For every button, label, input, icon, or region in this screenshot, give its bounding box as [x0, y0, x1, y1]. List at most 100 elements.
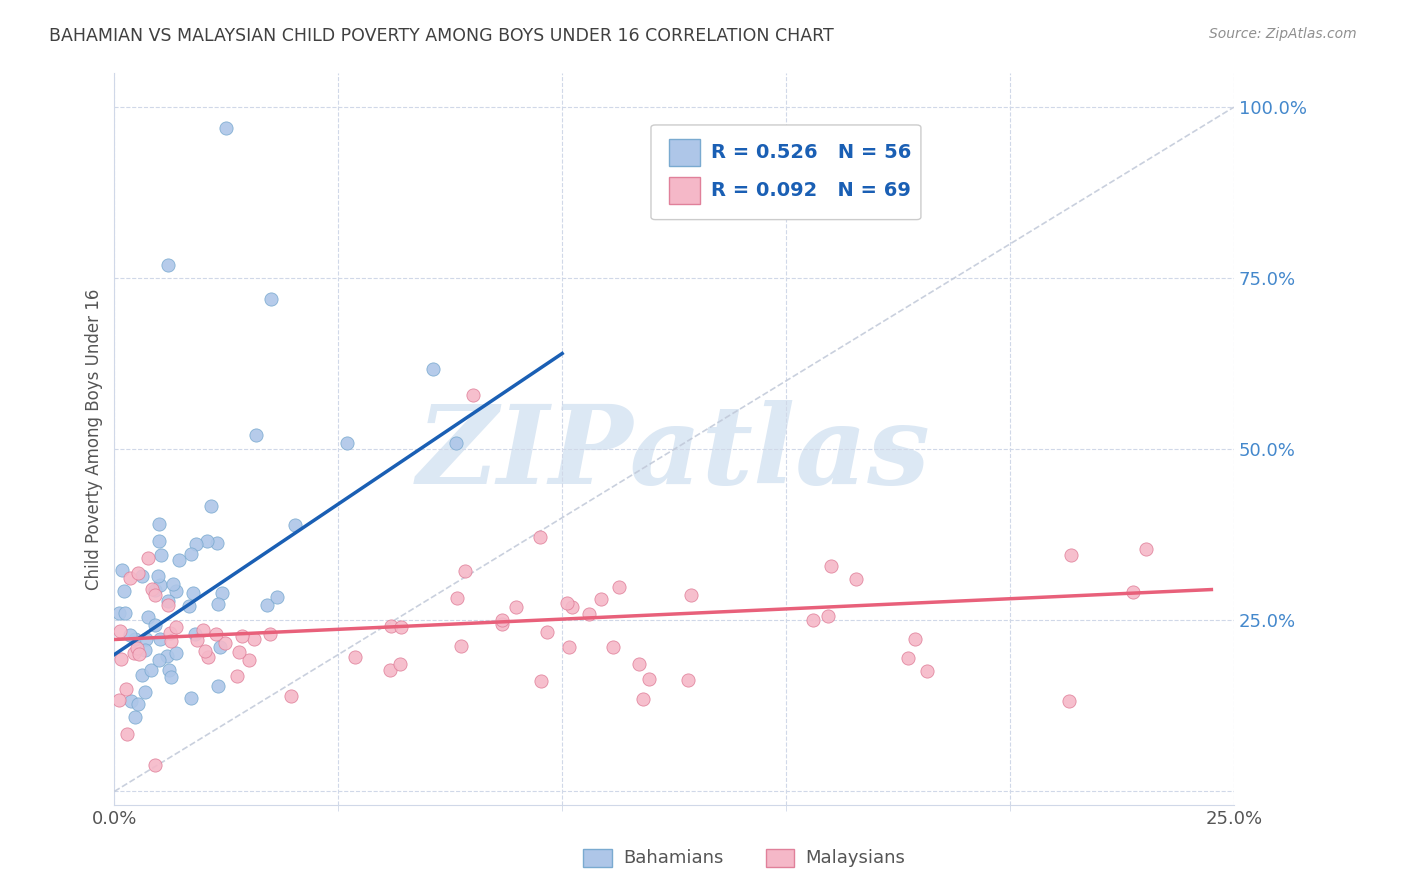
Text: Source: ZipAtlas.com: Source: ZipAtlas.com — [1209, 27, 1357, 41]
Point — [191, 623, 214, 637]
Point — [602, 640, 624, 654]
Point — [141, 582, 163, 596]
Point — [897, 651, 920, 665]
Y-axis label: Child Poverty Among Boys Under 16: Child Poverty Among Boys Under 16 — [86, 288, 103, 590]
Point — [112, 584, 135, 599]
Point — [149, 578, 172, 592]
Point — [536, 624, 558, 639]
Point — [207, 679, 229, 693]
Point — [120, 694, 142, 708]
Point — [231, 629, 253, 643]
Point — [1135, 542, 1157, 557]
Point — [165, 584, 187, 599]
Point — [159, 671, 181, 685]
Point — [681, 587, 703, 601]
Point — [111, 563, 134, 577]
Point — [389, 620, 412, 634]
Point — [638, 672, 661, 686]
Point — [678, 673, 700, 687]
Point — [181, 586, 204, 600]
Point — [461, 387, 484, 401]
Point — [148, 652, 170, 666]
Point — [110, 652, 132, 666]
Point — [128, 647, 150, 661]
Point — [148, 533, 170, 548]
Point — [284, 518, 307, 533]
Point — [160, 633, 183, 648]
Point — [454, 564, 477, 578]
Point — [243, 632, 266, 646]
Point — [238, 652, 260, 666]
Point — [135, 632, 157, 647]
Text: BAHAMIAN VS MALAYSIAN CHILD POVERTY AMONG BOYS UNDER 16 CORRELATION CHART: BAHAMIAN VS MALAYSIAN CHILD POVERTY AMON… — [49, 27, 834, 45]
Point — [380, 619, 402, 633]
Point — [114, 607, 136, 621]
Point — [205, 536, 228, 550]
Point — [146, 569, 169, 583]
Point — [156, 648, 179, 663]
Point — [915, 664, 938, 678]
Point — [197, 533, 219, 548]
Point — [336, 436, 359, 450]
Point — [389, 657, 412, 672]
Point — [266, 591, 288, 605]
Point — [197, 650, 219, 665]
Point — [200, 500, 222, 514]
Point — [903, 632, 925, 647]
Point — [505, 599, 527, 614]
Point — [179, 547, 201, 561]
Point — [817, 609, 839, 624]
Point — [214, 636, 236, 650]
Point — [127, 698, 149, 712]
Point — [127, 641, 149, 656]
Point — [627, 657, 650, 672]
Point — [162, 577, 184, 591]
Point — [844, 572, 866, 586]
Point — [149, 549, 172, 563]
Point — [186, 632, 208, 647]
Point — [444, 436, 467, 450]
Text: R = 0.092   N = 69: R = 0.092 N = 69 — [711, 180, 911, 200]
Point — [127, 566, 149, 581]
Point — [378, 664, 401, 678]
Point — [555, 596, 578, 610]
Point — [149, 632, 172, 646]
Point — [578, 607, 600, 621]
Point — [450, 639, 472, 653]
Point — [226, 669, 249, 683]
Point — [228, 644, 250, 658]
Point — [184, 626, 207, 640]
Point — [118, 627, 141, 641]
Point — [124, 647, 146, 661]
Point — [280, 689, 302, 703]
Point — [184, 537, 207, 551]
Point — [167, 553, 190, 567]
Point — [159, 625, 181, 640]
Point — [260, 292, 283, 306]
Point — [529, 674, 551, 689]
Point — [134, 685, 156, 699]
Point — [446, 591, 468, 605]
Point — [529, 530, 551, 544]
Point — [143, 618, 166, 632]
Point — [180, 690, 202, 705]
Point — [124, 710, 146, 724]
Point — [157, 663, 180, 677]
Point — [801, 613, 824, 627]
Point — [139, 663, 162, 677]
Point — [148, 517, 170, 532]
Point — [131, 667, 153, 681]
Point — [145, 588, 167, 602]
Point — [211, 586, 233, 600]
Point — [215, 120, 238, 135]
Point — [108, 624, 131, 639]
Point — [1057, 694, 1080, 708]
Point — [156, 598, 179, 612]
Point — [115, 727, 138, 741]
Point — [820, 558, 842, 573]
Point — [561, 599, 583, 614]
Point — [205, 626, 228, 640]
Point — [165, 620, 187, 634]
Point — [607, 581, 630, 595]
Text: Malaysians: Malaysians — [806, 849, 905, 867]
